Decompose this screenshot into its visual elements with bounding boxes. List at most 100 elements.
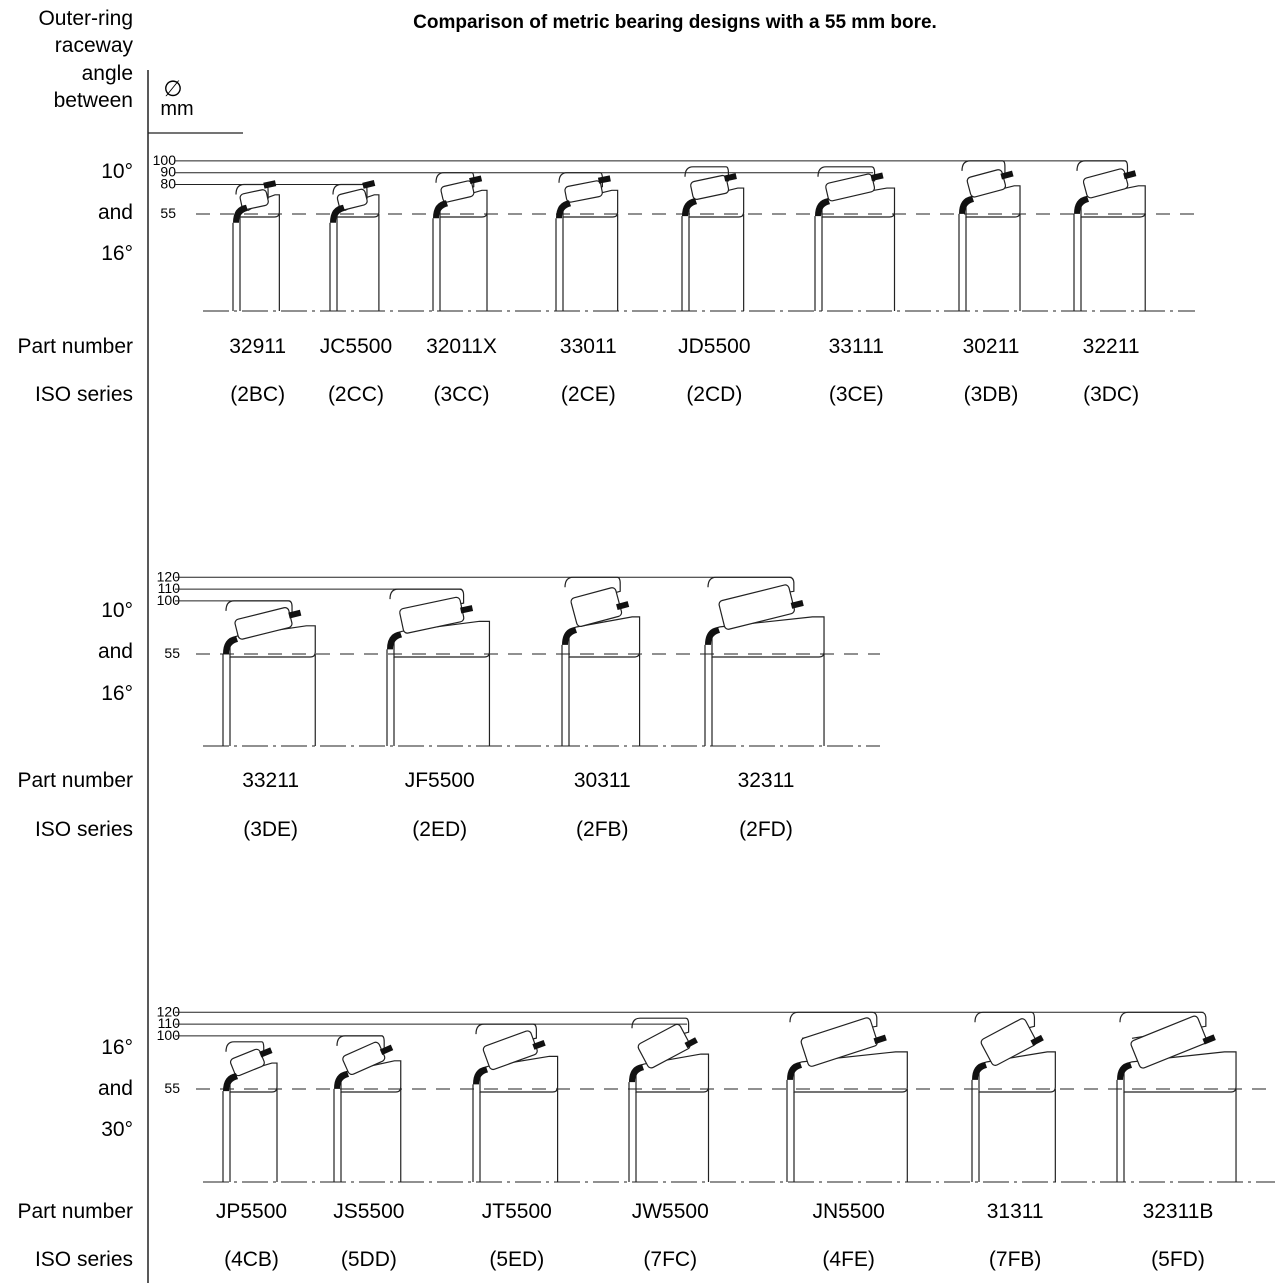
roller: [399, 596, 465, 634]
outer-ring: [974, 1011, 1036, 1039]
cone-rib: [223, 1073, 238, 1092]
header-line-1: Outer-ring: [38, 7, 133, 30]
tick-label-55: 55: [164, 645, 180, 661]
group-2-angle-3: 16°: [101, 682, 133, 705]
cone-rib: [959, 195, 974, 214]
tick-label-120: 120: [157, 568, 181, 584]
iso-series: (3CC): [434, 383, 490, 406]
bearing-33211: 33211 (3DE): [222, 600, 316, 841]
group-3-angle-2: and: [98, 1077, 133, 1100]
iso-series: (2CC): [328, 383, 384, 406]
iso-series: (2ED): [412, 818, 467, 841]
cage-end: [362, 180, 376, 189]
bearing-33011: 33011 (2CE): [555, 172, 619, 406]
cone-rib: [223, 635, 238, 654]
bearing-31311: 31311 (7FB): [971, 1011, 1056, 1271]
group-3-iso-label: ISO series: [35, 1248, 133, 1271]
iso-series: (2FB): [576, 818, 629, 841]
cone-rib: [815, 198, 830, 217]
part-number: JW5500: [632, 1200, 709, 1223]
group-1-angle-3: 16°: [101, 242, 133, 265]
roller: [239, 189, 269, 211]
tick-label-80: 80: [160, 176, 176, 192]
roller: [690, 174, 730, 200]
roller: [800, 1017, 878, 1067]
iso-series: (3DC): [1083, 383, 1139, 406]
tick-label-55: 55: [164, 1080, 180, 1096]
bearing-JT5500: JT5500 (5ED): [472, 1023, 559, 1271]
cage-end: [288, 609, 302, 619]
cage-end: [616, 601, 630, 611]
part-number: JN5500: [812, 1200, 884, 1223]
cone-rib: [787, 1061, 802, 1080]
diameter-unit: mm: [160, 98, 193, 120]
bearing-JP5500: JP5500 (4CB): [216, 1041, 287, 1271]
outer-ring: [389, 588, 465, 616]
cone-rib: [330, 204, 345, 223]
iso-series: (2FD): [739, 818, 793, 841]
header-line-2: raceway: [55, 34, 134, 57]
outer-ring: [1076, 160, 1129, 188]
bearing-JD5500: JD5500 (2CD): [678, 166, 751, 406]
cage-end: [379, 1044, 394, 1055]
bearing-32011X: 32011X (3CC): [426, 172, 497, 406]
roller: [336, 188, 368, 211]
group-2-angle-1: 10°: [101, 599, 133, 622]
header-line-3: angle: [82, 62, 133, 85]
column-header: Outer-ring raceway angle between ∅ mm: [38, 7, 193, 120]
cage-end: [259, 1047, 273, 1058]
bearing-32211: 32211 (3DC): [1073, 160, 1146, 406]
cage-end: [1000, 170, 1014, 180]
iso-series: (4CB): [224, 1248, 279, 1271]
group-2-angle-2: and: [98, 640, 133, 663]
part-number: 30311: [574, 769, 631, 792]
bearing-JS5500: JS5500 (5DD): [333, 1035, 404, 1271]
outer-ring: [336, 1035, 385, 1063]
cone-rib: [705, 626, 720, 645]
outer-ring: [564, 576, 621, 604]
part-number: JT5500: [482, 1200, 552, 1223]
tick-label-100: 100: [157, 1027, 181, 1043]
iso-series: (2BC): [230, 383, 285, 406]
group-1-angle-1: 10°: [101, 160, 133, 183]
bearing-JF5500: JF5500 (2ED): [386, 588, 491, 841]
outer-ring: [225, 600, 293, 628]
iso-series: (3CE): [829, 383, 884, 406]
group-1-labels: 10° and 16° Part number ISO series: [17, 160, 133, 406]
roller: [342, 1041, 386, 1076]
roller: [564, 180, 603, 203]
outer-ring: [631, 1017, 690, 1045]
outer-ring: [789, 1011, 878, 1039]
roller: [966, 169, 1007, 198]
roller: [482, 1030, 538, 1071]
outer-ring: [1119, 1011, 1207, 1039]
part-number: JF5500: [405, 769, 475, 792]
cage-end: [723, 173, 737, 182]
cage-end: [263, 180, 277, 189]
roller: [980, 1018, 1037, 1066]
diameter-icon: ∅: [163, 76, 182, 101]
bearing-JC5500: JC5500 (2CC): [320, 180, 392, 406]
tick-label-100: 100: [153, 152, 177, 168]
cone-rib: [334, 1070, 349, 1089]
iso-series: (5ED): [489, 1248, 544, 1271]
cage-end: [684, 1037, 698, 1049]
iso-series: (7FC): [643, 1248, 697, 1271]
roller: [1082, 168, 1129, 199]
roller: [1130, 1015, 1207, 1069]
part-number: 33011: [560, 335, 617, 358]
cage-end: [1123, 170, 1137, 180]
cage-end: [469, 175, 483, 185]
cone-rib: [387, 631, 402, 650]
outer-ring: [961, 160, 1006, 188]
bearing-32311: 32311 (2FD): [704, 576, 825, 841]
group-3-angle-1: 16°: [101, 1036, 133, 1059]
cone-rib: [1117, 1061, 1132, 1080]
outer-ring: [225, 1041, 265, 1069]
cone-rib: [1074, 195, 1089, 214]
cage-end: [870, 172, 884, 182]
group-2-iso-label: ISO series: [35, 818, 133, 841]
part-number: JP5500: [216, 1200, 287, 1223]
iso-series: (3DB): [964, 383, 1019, 406]
